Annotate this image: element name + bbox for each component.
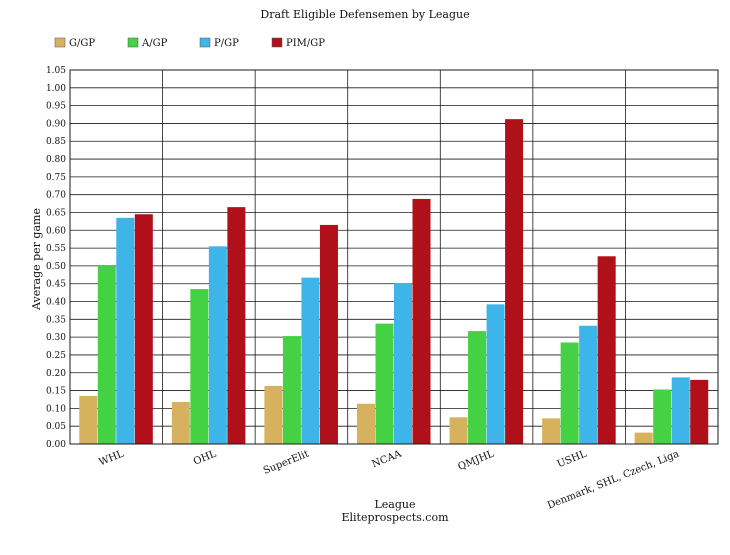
bar-g-gp	[356, 403, 375, 444]
y-tick-label: 0.60	[46, 226, 66, 236]
y-tick-label: 0.35	[46, 315, 66, 325]
bar-pim-gp	[134, 214, 153, 444]
y-tick-label: 0.75	[46, 173, 66, 183]
y-tick-label: 0.70	[46, 191, 66, 201]
y-tick-label: 0.00	[46, 440, 66, 450]
bar-pim-gp	[597, 256, 616, 444]
legend-item: A/GP	[127, 37, 168, 49]
bar-a-gp	[190, 289, 209, 444]
y-tick-label: 0.80	[46, 155, 66, 165]
x-tick-label: OHL	[192, 448, 218, 467]
bar-p-gp	[671, 377, 690, 444]
bar-p-gp	[116, 217, 135, 444]
y-tick-label: 0.40	[46, 298, 66, 308]
legend-label: PIM/GP	[286, 38, 325, 49]
legend-label: G/GP	[69, 38, 95, 49]
legend-swatch	[54, 37, 66, 48]
plot-area: 0.00 0.05 0.10 0.15 0.20 0.25 0.30 0.35 0.40 0.45…	[46, 66, 719, 512]
x-tick-label: QMJHL	[457, 448, 497, 472]
bar-a-gp	[97, 265, 116, 444]
y-tick-label: 0.10	[46, 404, 66, 414]
y-tick-label: 0.25	[46, 351, 66, 361]
bar-a-gp	[560, 342, 579, 444]
bar-g-gp	[171, 401, 190, 444]
y-tick-label: 0.65	[46, 208, 66, 218]
y-tick-label: 0.20	[46, 369, 66, 379]
y-tick-label: 0.45	[46, 280, 66, 290]
legend-swatch	[127, 37, 139, 48]
y-tick-label: 0.55	[46, 244, 66, 254]
legend-item: PIM/GP	[271, 37, 325, 49]
y-tick-label: 1.00	[46, 84, 66, 94]
x-tick-label: NCAA	[370, 448, 403, 470]
legend-label: A/GP	[141, 38, 168, 49]
bar-p-gp	[208, 246, 227, 444]
bar-g-gp	[449, 417, 468, 444]
bar-pim-gp	[505, 119, 524, 444]
bar-p-gp	[301, 277, 320, 444]
source-label: Eliteprospects.com	[341, 511, 449, 524]
legend-item: P/GP	[199, 37, 239, 49]
x-axis-label: League	[374, 498, 415, 511]
y-tick-label: 0.50	[46, 262, 66, 272]
legend-label: P/GP	[214, 38, 239, 49]
bar-pim-gp	[227, 207, 246, 444]
y-axis-label: Average per game	[30, 208, 43, 311]
x-tick-label: WHL	[98, 448, 126, 468]
legend-item: G/GP	[54, 37, 95, 49]
bar-p-gp	[486, 304, 505, 444]
y-tick-label: 0.15	[46, 387, 66, 397]
x-tick-label: SuperElit	[262, 449, 311, 477]
y-tick-label: 0.90	[46, 119, 66, 129]
y-tick-label: 0.30	[46, 333, 66, 343]
legend-swatch	[271, 37, 283, 48]
bar-a-gp	[282, 336, 301, 444]
y-tick-label: 1.05	[46, 66, 66, 76]
bar-pim-gp	[412, 198, 431, 444]
plot-border	[69, 69, 719, 445]
bar-g-gp	[79, 395, 98, 444]
bar-g-gp	[634, 432, 653, 444]
y-tick-label: 0.95	[46, 102, 66, 112]
bar-pim-gp	[690, 379, 709, 444]
y-tick-label: 0.85	[46, 137, 66, 147]
bar-a-gp	[468, 331, 487, 444]
bar-p-gp	[579, 325, 598, 444]
x-tick-label: USHL	[556, 448, 589, 470]
y-tick-label: 0.05	[46, 422, 66, 432]
bar-p-gp	[394, 283, 413, 444]
bar-g-gp	[542, 418, 561, 444]
chart-title: Draft Eligible Defensemen by League	[260, 8, 469, 21]
bar-a-gp	[653, 389, 672, 444]
bar-g-gp	[264, 385, 283, 444]
bar-a-gp	[375, 323, 394, 444]
legend: G/GP A/GP P/GP PIM/GP	[54, 37, 325, 49]
bar-pim-gp	[319, 224, 338, 444]
legend-swatch	[199, 37, 211, 48]
